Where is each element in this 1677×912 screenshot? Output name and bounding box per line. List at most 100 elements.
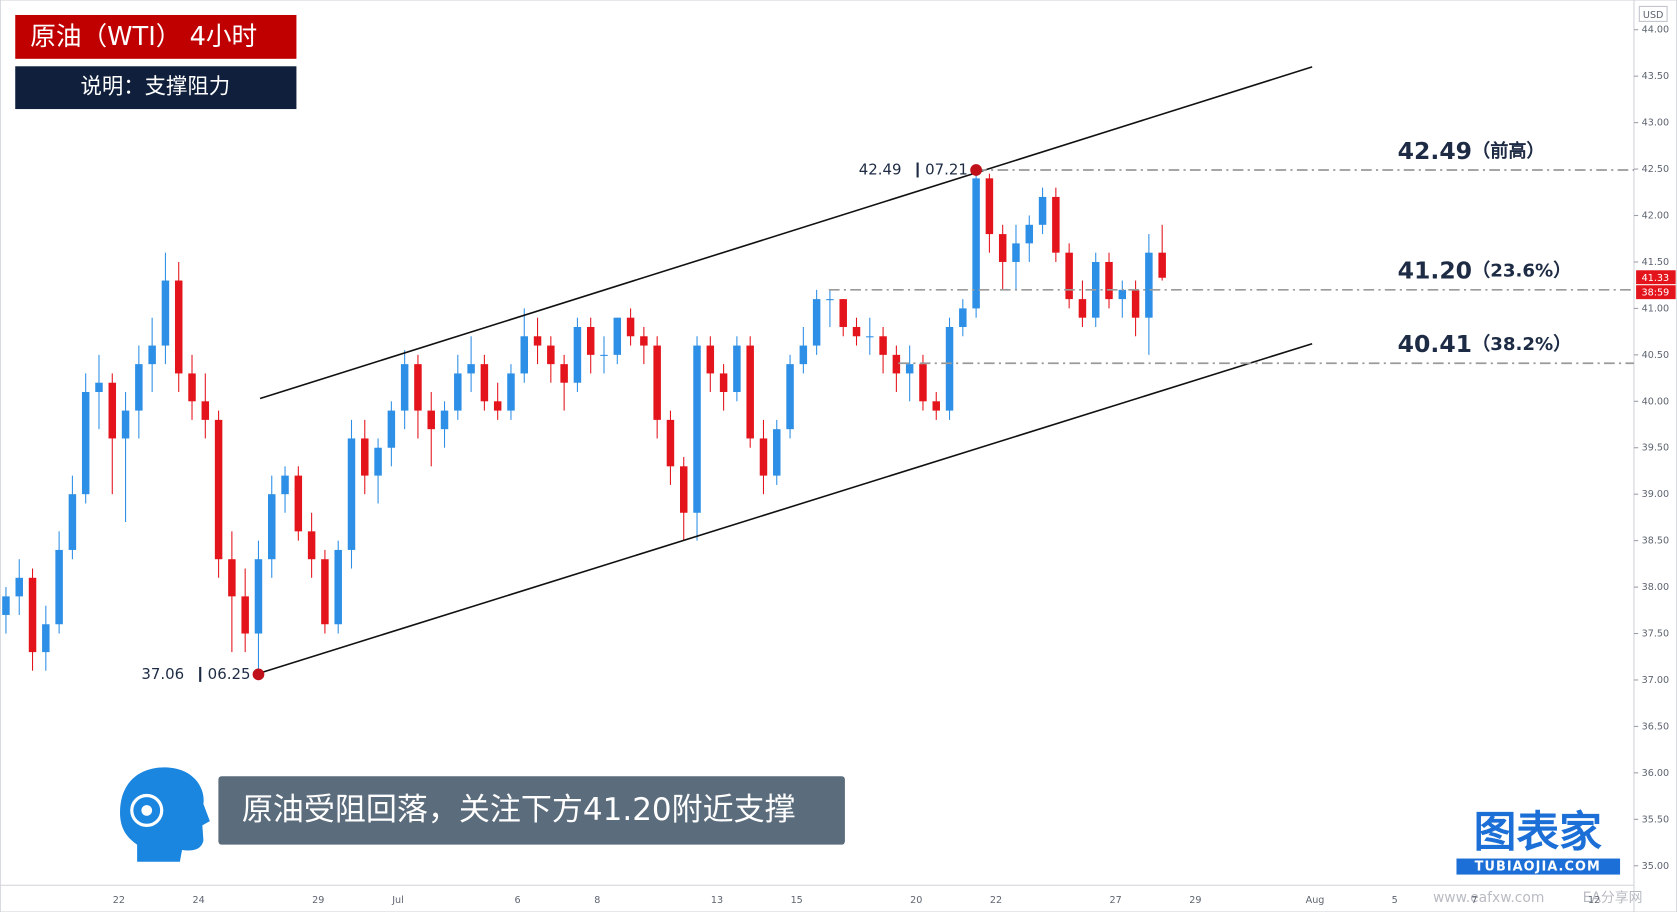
level-label: 42.49（前高）	[1398, 136, 1545, 164]
candle-body	[1118, 289, 1127, 300]
point-marker	[970, 164, 982, 176]
channel-upper	[259, 66, 1313, 400]
y-tick-label: 43.00	[1642, 118, 1670, 129]
level-value: 40.41	[1398, 330, 1472, 358]
x-tick-label: 24	[193, 895, 205, 906]
candle-body	[214, 419, 223, 560]
candle-body	[281, 475, 289, 495]
candle-body	[347, 438, 356, 550]
level-note: （38.2%）	[1472, 334, 1571, 355]
x-tick-label: 12	[1588, 895, 1600, 906]
watermark: www.eafxw.com	[1433, 890, 1544, 906]
candle-body	[1012, 243, 1020, 262]
candle-body	[1158, 252, 1166, 278]
candle-body	[998, 234, 1007, 262]
candle-body	[985, 178, 994, 235]
candle-body	[945, 326, 954, 411]
candle-body	[268, 494, 276, 560]
candle-body	[866, 336, 874, 338]
candle-body	[693, 345, 701, 513]
head-icon-ring	[130, 793, 164, 828]
candle-body	[626, 317, 635, 337]
candle-body	[905, 364, 914, 374]
countdown-box	[1636, 285, 1676, 300]
x-tick-label: 8	[594, 895, 600, 906]
x-tick-label: 22	[990, 895, 1002, 906]
level-label: 41.20（23.6%）	[1398, 256, 1572, 284]
candle-body	[493, 401, 502, 411]
y-tick-label: 38.50	[1642, 536, 1670, 547]
head-icon	[120, 767, 210, 862]
candle-body	[600, 354, 608, 356]
candle-body	[773, 429, 781, 476]
candle-body	[241, 596, 249, 634]
candle-body	[201, 401, 210, 420]
level-note: （前高）	[1472, 140, 1545, 162]
candle-body	[254, 559, 263, 634]
level-value: 42.49	[1398, 136, 1472, 164]
logo-name: 图表家	[1474, 808, 1602, 858]
caption-box	[218, 776, 845, 845]
y-tick-label: 36.00	[1642, 768, 1670, 779]
plot: 42.49（前高）41.20（23.6%）40.41（38.2%）37.06 06…	[2, 66, 1634, 683]
title: 原油（WTI） 4小时	[30, 22, 257, 52]
candle-body	[706, 345, 715, 374]
title-box	[15, 14, 297, 59]
candle-body	[95, 382, 103, 393]
candle-body	[1038, 196, 1047, 225]
candle-body	[374, 447, 382, 476]
candle-body	[188, 373, 196, 402]
point-date: 06.25	[208, 665, 251, 683]
candle-body	[972, 178, 980, 309]
point-marker	[252, 668, 265, 681]
candle-body	[892, 354, 901, 374]
candle-body	[533, 336, 542, 346]
candle-body	[414, 364, 422, 411]
candle-body	[879, 336, 887, 355]
candle-body	[759, 438, 768, 476]
candle-body	[507, 373, 515, 411]
subtitle-box	[15, 66, 297, 110]
candle-body	[719, 373, 728, 393]
candle-body	[108, 382, 117, 439]
candle-body	[427, 410, 435, 430]
y-tick-label: 44.00	[1642, 25, 1670, 36]
candle-body	[81, 392, 90, 495]
y-tick-label: 41.00	[1642, 303, 1670, 314]
caption: 原油受阻回落，关注下方41.20附近支撑	[242, 792, 796, 828]
head-icon-dot	[141, 805, 153, 816]
watermark: EA分享网	[1583, 889, 1643, 906]
candle-body	[15, 577, 23, 597]
candle-body	[679, 466, 688, 513]
candle-body	[174, 280, 183, 374]
candle-body	[454, 373, 462, 411]
logo-url: TUBIAOJIA.COM	[1475, 860, 1601, 875]
candle-body	[932, 401, 940, 411]
x-tick-label: 27	[1110, 895, 1122, 906]
y-tick-label: 39.50	[1642, 443, 1670, 454]
candle-body	[228, 559, 236, 597]
candle-body	[1131, 289, 1140, 318]
y-tick-label: 42.00	[1642, 211, 1670, 222]
candle-body	[68, 494, 77, 550]
candle-body	[547, 345, 555, 365]
y-tick-label: 41.50	[1642, 257, 1670, 268]
y-tick-label: 39.00	[1642, 489, 1670, 500]
candle-body	[387, 410, 396, 448]
y-tick-label: 38.00	[1642, 582, 1670, 593]
candle-body	[666, 419, 675, 467]
candle-body	[1065, 252, 1073, 300]
candle-body	[148, 345, 156, 365]
x-tick-label: 15	[791, 895, 803, 906]
logo-head	[120, 767, 210, 862]
logo-bar	[1456, 858, 1621, 875]
x-tick-label: 29	[1189, 895, 1201, 906]
y-tick-label: 37.50	[1642, 629, 1670, 640]
candle-body	[852, 326, 861, 337]
x-tick-label: Jul	[391, 895, 404, 906]
last-price: 41.33	[1642, 273, 1670, 284]
candle-body	[520, 336, 529, 374]
candle-body	[121, 410, 130, 439]
candle-body	[480, 364, 489, 402]
